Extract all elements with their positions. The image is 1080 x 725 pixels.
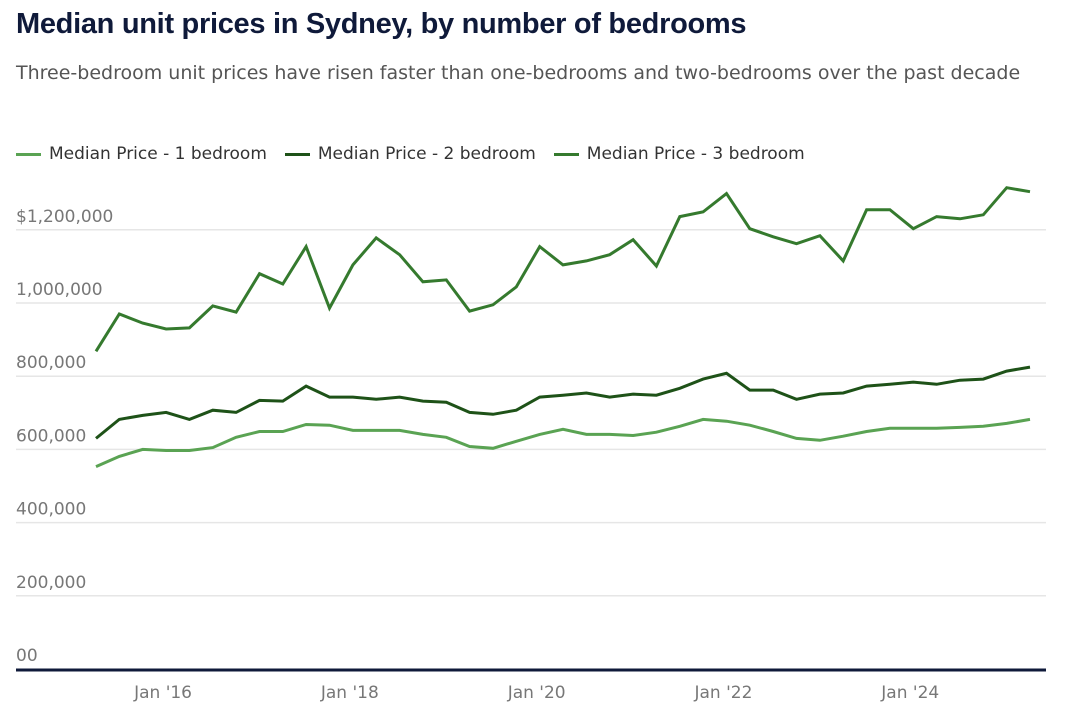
- legend-item-2-bedroom[interactable]: Median Price - 2 bedroom: [284, 144, 536, 164]
- chart-title: Median unit prices in Sydney, by number …: [16, 8, 747, 40]
- x-tick-label: Jan '18: [320, 683, 379, 703]
- chart-subtitle: Three-bedroom unit prices have risen fas…: [16, 62, 1021, 84]
- legend-swatch-3-bedroom: [553, 152, 579, 156]
- y-tick-label: 200,000: [16, 573, 86, 593]
- y-tick-label: $1,200,000: [16, 207, 113, 227]
- y-tick-label: 00: [16, 646, 38, 666]
- legend-label-3-bedroom: Median Price - 3 bedroom: [586, 144, 805, 164]
- x-tick-label: Jan '20: [507, 683, 566, 703]
- x-tick-label: Jan '22: [693, 683, 752, 703]
- x-axis-ticks: Jan '16 Jan '18 Jan '20 Jan '22 Jan '24: [133, 683, 939, 703]
- x-tick-label: Jan '24: [880, 683, 939, 703]
- legend-label-2-bedroom: Median Price - 2 bedroom: [317, 144, 536, 164]
- legend-item-1-bedroom[interactable]: Median Price - 1 bedroom: [16, 144, 267, 164]
- y-tick-label: 1,000,000: [16, 280, 103, 300]
- legend-label-1-bedroom: Median Price - 1 bedroom: [49, 144, 267, 164]
- legend-item-3-bedroom[interactable]: Median Price - 3 bedroom: [553, 144, 805, 164]
- series-line-3-bedroom[interactable]: [94, 186, 1031, 353]
- series-line-1-bedroom[interactable]: [95, 417, 1031, 468]
- y-tick-label: 600,000: [16, 426, 86, 446]
- legend: Median Price - 1 bedroom Median Price - …: [16, 144, 805, 164]
- series-line-2-bedroom[interactable]: [95, 365, 1031, 440]
- legend-swatch-1-bedroom: [16, 152, 41, 156]
- y-axis-ticks: 00 200,000 400,000 600,000 800,000 1,000,000 $…: [16, 207, 113, 666]
- legend-swatch-2-bedroom: [284, 152, 310, 156]
- y-tick-label: 400,000: [16, 500, 86, 520]
- y-tick-label: 800,000: [16, 353, 86, 373]
- series-lines: [94, 186, 1031, 468]
- x-tick-label: Jan '16: [133, 683, 192, 703]
